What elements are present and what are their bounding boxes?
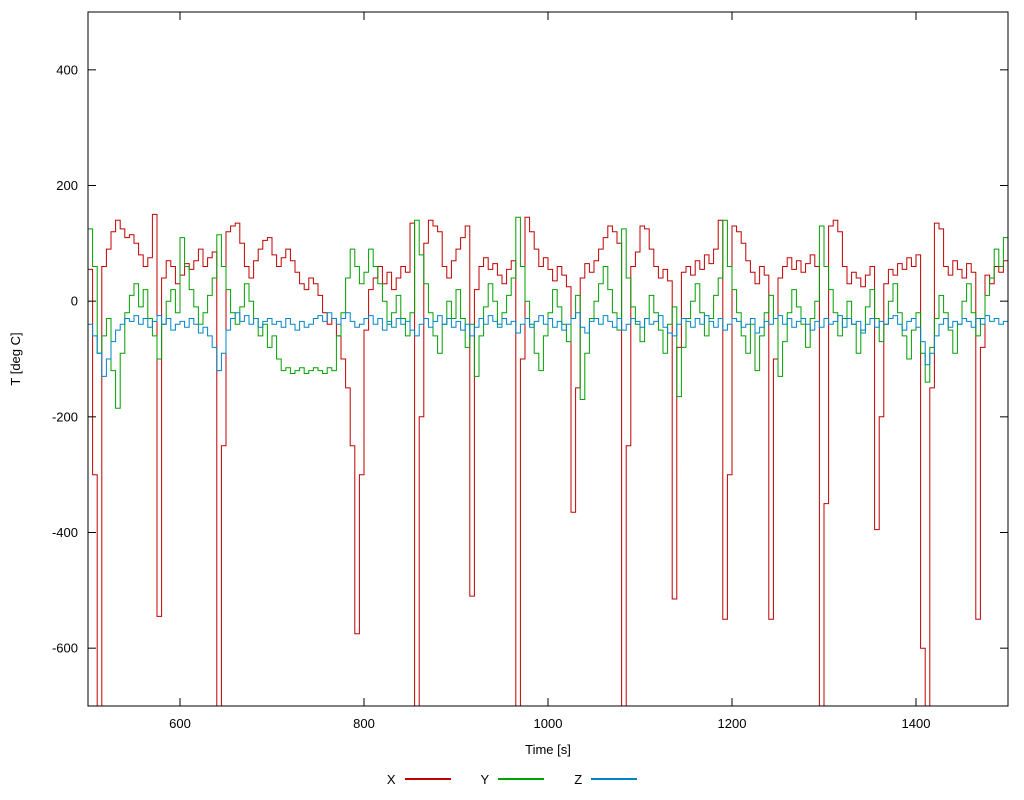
legend-item-z: Z	[574, 771, 638, 787]
series-z	[88, 312, 1008, 377]
x-tick-label: 600	[169, 716, 191, 731]
y-tick-label: 200	[56, 178, 78, 193]
y-tick-label: 0	[71, 294, 78, 309]
plot-area: -600 -400 -200 0 200 400 600 800 1000 1200 1400 T […	[8, 11, 1009, 757]
y-tick-label: 400	[56, 62, 78, 77]
x-axis-label: Time [s]	[525, 742, 571, 757]
legend: X Y Z	[0, 762, 1024, 796]
x-tick-label: 800	[353, 716, 375, 731]
legend-label-x: X	[386, 771, 396, 787]
legend-line-x	[404, 778, 451, 780]
y-tick-label: -200	[52, 409, 78, 424]
plot-svg: -600 -400 -200 0 200 400 600 800 1000 1200 1400 T […	[8, 11, 1009, 757]
y-axis-label: T [deg C]	[8, 332, 23, 385]
y-tick-label: -400	[52, 525, 78, 540]
x-tick-label: 1400	[902, 716, 931, 731]
legend-item-y: Y	[481, 772, 545, 787]
legend-line-y	[498, 778, 545, 780]
x-tick-label: 1000	[534, 716, 563, 731]
series-y	[88, 216, 1008, 409]
legend-label-z: Z	[574, 771, 583, 787]
x-tick-label: 1200	[718, 716, 747, 731]
y-tick-label: -600	[52, 641, 78, 656]
legend-line-z	[591, 778, 638, 780]
legend-item-x: X	[387, 772, 451, 787]
series-x	[88, 213, 1008, 706]
legend-label-y: Y	[480, 771, 490, 787]
